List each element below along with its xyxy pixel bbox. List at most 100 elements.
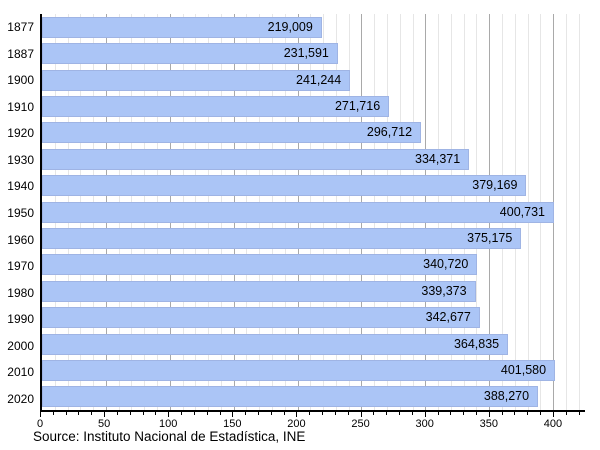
bar-row: 231,591: [42, 40, 585, 66]
x-axis-tick-minor: [322, 412, 324, 415]
x-axis-tick-minor: [78, 412, 80, 415]
source-note: Source: Instituto Nacional de Estadístic…: [33, 429, 306, 444]
x-axis-tick-minor: [91, 412, 93, 415]
x-axis-tick-label: 50: [97, 418, 111, 430]
year-axis-label: 1920: [7, 126, 34, 141]
x-axis-tick-minor: [411, 412, 413, 415]
bar-row: 340,720: [42, 252, 585, 278]
x-axis-tick-minor: [501, 412, 503, 415]
x-axis-tick-minor: [52, 412, 54, 415]
year-axis-label: 1930: [7, 152, 34, 167]
x-axis-tick-minor: [219, 412, 221, 415]
x-axis-tick-minor: [155, 412, 157, 415]
x-axis-tick-minor: [206, 412, 208, 415]
bar-row: 375,175: [42, 225, 585, 251]
x-axis-tick-label: 400: [543, 418, 563, 430]
x-axis-tick-minor: [540, 412, 542, 415]
year-axis-label: 1940: [7, 179, 34, 194]
bar-value-label: 364,835: [453, 336, 500, 351]
year-axis-label: 1887: [7, 46, 34, 61]
year-axis-label: 1877: [7, 20, 34, 35]
x-axis-tick-minor: [514, 412, 516, 415]
bar: 379,169: [42, 175, 527, 197]
gridline-minor: [578, 14, 580, 410]
bar-row: 241,244: [42, 67, 585, 93]
year-axis-label: 1900: [7, 73, 34, 88]
x-axis-tick-major: [232, 412, 234, 417]
bar: 401,580: [42, 359, 556, 381]
bar: 400,731: [42, 201, 554, 223]
x-axis-tick-minor: [565, 412, 567, 415]
x-axis-tick-major: [424, 412, 426, 417]
plot-area: 219,009 231,591 241,244 271,716 296,712 334,3…: [40, 14, 585, 412]
x-axis-tick-major: [360, 412, 362, 417]
x-axis-tick-minor: [193, 412, 195, 415]
x-axis-tick-minor: [334, 412, 336, 415]
x-axis-tick-minor: [476, 412, 477, 415]
bar: 296,712: [42, 122, 422, 144]
year-axis-label: 2010: [7, 365, 34, 380]
x-axis-tick-minor: [450, 412, 452, 415]
bar-row: 342,677: [42, 304, 585, 330]
bar: 219,009: [42, 16, 322, 38]
x-axis-tick-label: 0: [36, 418, 44, 430]
bar: 342,677: [42, 307, 480, 329]
bars-layer: 219,009 231,591 241,244 271,716 296,712 334,3…: [42, 14, 585, 410]
x-axis-tick-major: [40, 412, 41, 417]
x-axis-tick-minor: [578, 412, 580, 415]
year-axis-label: 1960: [7, 232, 34, 247]
bar-value-label: 342,677: [425, 310, 471, 325]
x-axis: 0 50 100 150 200 250 300 350 400: [36, 412, 585, 434]
x-axis-tick-minor: [245, 412, 247, 415]
x-axis-tick-label: 250: [351, 418, 370, 430]
bar-value-label: 375,175: [467, 230, 513, 245]
bar-value-label: 334,371: [415, 151, 461, 166]
x-axis-tick-major: [296, 412, 298, 417]
bar: 271,716: [42, 95, 390, 117]
bar-row: 379,169: [42, 172, 585, 198]
bar-row: 400,731: [42, 199, 585, 225]
x-axis-tick-minor: [373, 412, 375, 415]
year-axis-label: 1910: [7, 99, 34, 114]
bar: 340,720: [42, 254, 478, 276]
x-axis-tick-major: [488, 412, 490, 417]
x-axis-tick-minor: [258, 412, 259, 415]
bar: 334,371: [42, 148, 470, 170]
bar: 339,373: [42, 280, 476, 302]
bar-row: 271,716: [42, 93, 585, 119]
y-axis-labels: 1877 1887 1900 1910 1920 1930 1940 1950 1960 1970…: [0, 14, 34, 412]
x-axis-tick-label: 150: [223, 418, 242, 430]
year-axis-label: 1980: [7, 285, 34, 300]
bar: 364,835: [42, 333, 509, 355]
year-axis-label: 1950: [7, 205, 34, 220]
bar-value-label: 339,373: [421, 283, 467, 298]
bar: 375,175: [42, 227, 522, 249]
bar-row: 388,270: [42, 384, 585, 410]
x-axis-tick-major: [168, 412, 170, 417]
x-axis-tick-minor: [347, 412, 349, 415]
bar-value-label: 340,720: [423, 257, 469, 272]
bar-row: 296,712: [42, 120, 585, 146]
x-axis-tick-minor: [181, 412, 183, 415]
x-axis-tick-minor: [283, 412, 285, 415]
bar-value-label: 271,716: [334, 98, 381, 113]
x-axis-tick-label: 350: [479, 418, 498, 430]
x-axis-tick-minor: [65, 412, 67, 415]
x-axis-tick-minor: [309, 412, 311, 415]
x-axis-tick-label: 200: [287, 418, 306, 430]
x-axis-tick-minor: [386, 412, 388, 415]
x-axis-tick-label: 300: [415, 418, 434, 430]
x-axis-tick-minor: [142, 412, 144, 415]
x-axis-tick-minor: [129, 412, 131, 415]
x-axis-tick-minor: [270, 412, 272, 415]
bar-value-label: 400,731: [499, 204, 545, 219]
year-axis-label: 2000: [7, 338, 34, 353]
bar-row: 339,373: [42, 278, 585, 304]
bar-value-label: 241,244: [296, 72, 342, 87]
x-axis-tick-major: [552, 412, 554, 417]
bar-value-label: 296,712: [366, 125, 413, 140]
bar-value-label: 379,169: [472, 178, 518, 193]
year-axis-label: 2020: [7, 391, 34, 406]
bar-row: 364,835: [42, 331, 585, 357]
